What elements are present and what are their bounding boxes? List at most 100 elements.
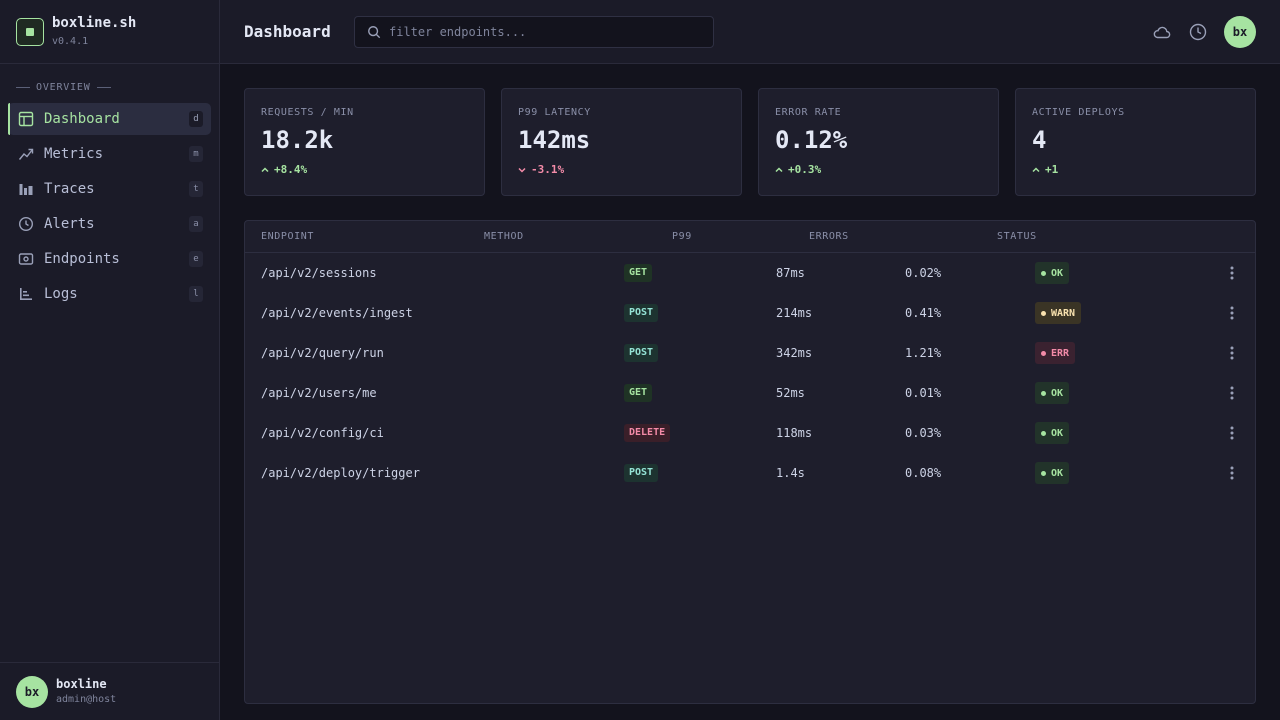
row-actions-cell	[1226, 413, 1238, 453]
chevron-down-icon	[518, 167, 526, 173]
status-badge: WARN	[1035, 302, 1082, 324]
stat-value: 4	[1032, 126, 1047, 154]
trend-icon	[18, 146, 34, 162]
stat-value: 0.12%	[775, 126, 848, 154]
endpoint-path[interactable]: /api/v2/deploy/trigger	[261, 466, 420, 480]
table-row[interactable]: /api/v2/sessions GET 87ms 0.02% OK	[245, 253, 1255, 293]
errors-value: 0.41%	[905, 306, 942, 320]
status-dot-icon	[1041, 430, 1046, 436]
method-cell: POST	[624, 453, 659, 493]
shortcut-key: d	[189, 111, 203, 127]
method-cell: POST	[624, 333, 659, 373]
p99-value: 214ms	[776, 306, 813, 320]
stats-row: REQUESTS / MIN 18.2k +8.4% P99 LATENCY 1…	[244, 88, 1256, 196]
clock-icon	[18, 216, 34, 232]
errors-value: 0.01%	[905, 386, 942, 400]
stat-card-latency: P99 LATENCY 142ms -3.1%	[501, 88, 742, 196]
column-header-method[interactable]: METHOD	[484, 231, 524, 242]
endpoint-path[interactable]: /api/v2/config/ci	[261, 426, 384, 440]
logs-icon	[18, 286, 34, 302]
column-header-status[interactable]: STATUS	[997, 231, 1037, 242]
endpoint-path[interactable]: /api/v2/sessions	[261, 266, 377, 280]
cloud-icon	[1153, 26, 1171, 39]
stat-label: P99 LATENCY	[518, 107, 591, 118]
status-badge: OK	[1035, 382, 1070, 404]
more-options-icon[interactable]	[1226, 386, 1238, 400]
status-cell: OK	[1035, 373, 1070, 413]
user-name: boxline	[56, 677, 107, 691]
brand: boxline.sh v0.4.1	[0, 0, 219, 64]
more-options-icon[interactable]	[1226, 466, 1238, 480]
stat-label: REQUESTS / MIN	[261, 107, 354, 118]
cloud-button[interactable]	[1150, 20, 1174, 44]
table-row[interactable]: /api/v2/query/run POST 342ms 1.21% ERR	[245, 333, 1255, 373]
status-dot-icon	[1041, 390, 1046, 396]
table-row[interactable]: /api/v2/users/me GET 52ms 0.01% OK	[245, 373, 1255, 413]
sidebar-item-logs[interactable]: Logs l	[8, 278, 211, 310]
sidebar-item-label: Metrics	[44, 146, 104, 162]
method-badge: POST	[624, 304, 659, 322]
status-badge: ERR	[1035, 342, 1076, 364]
user-profile[interactable]: bx boxline admin@host	[0, 662, 219, 720]
status-badge: OK	[1035, 262, 1070, 284]
sidebar-item-label: Traces	[44, 181, 95, 197]
status-badge: OK	[1035, 422, 1070, 444]
top-header: Dashboard bx	[220, 0, 1280, 64]
endpoint-path[interactable]: /api/v2/query/run	[261, 346, 384, 360]
column-header-p99[interactable]: P99	[672, 231, 692, 242]
sidebar-item-dashboard[interactable]: Dashboard d	[8, 103, 211, 135]
column-header-endpoint[interactable]: ENDPOINT	[261, 231, 314, 242]
sidebar-item-endpoints[interactable]: Endpoints e	[8, 243, 211, 275]
endpoint-path[interactable]: /api/v2/users/me	[261, 386, 377, 400]
stat-delta: -3.1%	[518, 163, 725, 176]
search-box[interactable]	[354, 16, 714, 48]
row-actions-cell	[1226, 373, 1238, 413]
endpoint-path[interactable]: /api/v2/events/ingest	[261, 306, 413, 320]
method-badge: GET	[624, 384, 653, 402]
chevron-up-icon	[261, 166, 269, 172]
avatar[interactable]: bx	[1224, 16, 1256, 48]
more-options-icon[interactable]	[1226, 266, 1238, 280]
search-icon	[368, 26, 381, 39]
brand-version: v0.4.1	[52, 36, 89, 47]
sidebar-item-metrics[interactable]: Metrics m	[8, 138, 211, 170]
avatar: bx	[16, 675, 48, 708]
status-badge: OK	[1035, 462, 1070, 484]
logo-icon	[16, 17, 44, 46]
row-actions-cell	[1226, 333, 1238, 373]
p99-value: 52ms	[776, 386, 805, 400]
table-row[interactable]: /api/v2/config/ci DELETE 118ms 0.03% OK	[245, 413, 1255, 453]
more-options-icon[interactable]	[1226, 306, 1238, 320]
page-title: Dashboard	[244, 22, 331, 41]
p99-value: 118ms	[776, 426, 813, 440]
errors-value: 0.02%	[905, 266, 942, 280]
more-options-icon[interactable]	[1226, 346, 1238, 360]
status-cell: OK	[1035, 453, 1070, 493]
endpoints-table: ENDPOINT METHOD P99 ERRORS STATUS /api/v…	[244, 220, 1256, 704]
search-input[interactable]	[389, 25, 689, 39]
sidebar-nav: Dashboard d Metrics m Traces t Alerts a	[0, 103, 219, 310]
sidebar-item-label: Dashboard	[44, 111, 120, 127]
history-button[interactable]	[1186, 20, 1210, 44]
stat-delta: +1	[1032, 163, 1239, 176]
column-header-errors[interactable]: ERRORS	[809, 231, 849, 242]
sidebar-item-label: Endpoints	[44, 251, 120, 267]
table-row[interactable]: /api/v2/deploy/trigger POST 1.4s 0.08% OK	[245, 453, 1255, 493]
stat-card-deploys: ACTIVE DEPLOYS 4 +1	[1015, 88, 1256, 196]
stat-label: ACTIVE DEPLOYS	[1032, 107, 1125, 118]
table-body: /api/v2/sessions GET 87ms 0.02% OK/api/v2/ev…	[245, 253, 1255, 493]
sidebar-item-traces[interactable]: Traces t	[8, 173, 211, 205]
clock-icon	[1189, 23, 1207, 41]
more-options-icon[interactable]	[1226, 426, 1238, 440]
table-row[interactable]: /api/v2/events/ingest POST 214ms 0.41% WARN	[245, 293, 1255, 333]
status-cell: ERR	[1035, 333, 1076, 373]
stat-delta: +0.3%	[775, 163, 982, 176]
method-cell: GET	[624, 253, 653, 293]
method-cell: GET	[624, 373, 653, 413]
sidebar-item-alerts[interactable]: Alerts a	[8, 208, 211, 240]
method-badge: GET	[624, 264, 653, 282]
status-dot-icon	[1041, 350, 1046, 356]
status-cell: OK	[1035, 253, 1070, 293]
table-header: ENDPOINT METHOD P99 ERRORS STATUS	[245, 221, 1255, 253]
shortcut-key: l	[189, 286, 203, 302]
